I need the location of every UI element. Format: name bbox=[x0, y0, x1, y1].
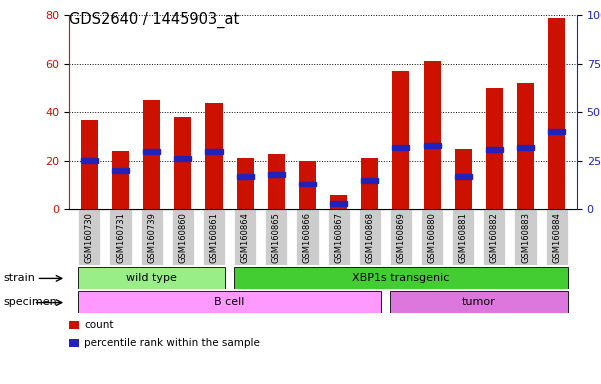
Text: GSM160864: GSM160864 bbox=[240, 212, 249, 263]
Bar bbox=[69, 321, 79, 329]
Bar bbox=[174, 156, 191, 161]
Bar bbox=[483, 209, 505, 265]
Text: GSM160731: GSM160731 bbox=[116, 212, 125, 263]
Bar bbox=[143, 100, 160, 209]
Text: GSM160861: GSM160861 bbox=[210, 212, 219, 263]
Text: GSM160866: GSM160866 bbox=[303, 212, 312, 263]
Bar bbox=[359, 209, 381, 265]
Text: B cell: B cell bbox=[215, 297, 245, 307]
Bar bbox=[267, 172, 285, 177]
Text: GSM160884: GSM160884 bbox=[552, 212, 561, 263]
Text: GSM160880: GSM160880 bbox=[427, 212, 436, 263]
Bar bbox=[237, 158, 254, 209]
Bar bbox=[296, 209, 319, 265]
Bar bbox=[234, 209, 256, 265]
Text: strain: strain bbox=[3, 273, 35, 283]
Text: count: count bbox=[84, 320, 114, 330]
Bar bbox=[361, 178, 379, 183]
Text: GSM160865: GSM160865 bbox=[272, 212, 281, 263]
Bar bbox=[452, 209, 474, 265]
Bar bbox=[486, 88, 503, 209]
Bar bbox=[81, 119, 98, 209]
Text: GSM160867: GSM160867 bbox=[334, 212, 343, 263]
Bar bbox=[234, 266, 568, 289]
Bar bbox=[174, 117, 191, 209]
Bar bbox=[172, 209, 194, 265]
Bar bbox=[390, 291, 568, 313]
Bar bbox=[206, 103, 222, 209]
Bar bbox=[517, 145, 534, 150]
Text: specimen: specimen bbox=[3, 297, 56, 307]
Bar bbox=[78, 291, 381, 313]
Bar bbox=[81, 158, 98, 163]
Bar bbox=[486, 147, 503, 152]
Text: GSM160730: GSM160730 bbox=[85, 212, 94, 263]
Bar bbox=[69, 339, 79, 347]
Text: GSM160739: GSM160739 bbox=[147, 212, 156, 263]
Bar bbox=[424, 61, 441, 209]
Bar bbox=[455, 149, 472, 209]
Text: XBP1s transgenic: XBP1s transgenic bbox=[352, 273, 450, 283]
Bar bbox=[109, 209, 132, 265]
Text: GSM160860: GSM160860 bbox=[178, 212, 188, 263]
Bar bbox=[514, 209, 537, 265]
Text: tumor: tumor bbox=[462, 297, 496, 307]
Bar bbox=[141, 209, 163, 265]
Bar bbox=[330, 201, 347, 206]
Bar bbox=[328, 209, 350, 265]
Bar bbox=[548, 129, 566, 134]
Text: percentile rank within the sample: percentile rank within the sample bbox=[84, 338, 260, 348]
Bar bbox=[424, 143, 441, 148]
Bar bbox=[299, 161, 316, 209]
Bar bbox=[392, 145, 409, 150]
Bar bbox=[517, 83, 534, 209]
Bar bbox=[267, 154, 285, 209]
Text: wild type: wild type bbox=[126, 273, 177, 283]
Text: GSM160882: GSM160882 bbox=[490, 212, 499, 263]
Bar bbox=[112, 168, 129, 173]
Bar bbox=[390, 209, 412, 265]
Bar bbox=[548, 18, 566, 209]
Bar bbox=[237, 174, 254, 179]
Text: GDS2640 / 1445903_at: GDS2640 / 1445903_at bbox=[69, 12, 239, 28]
Bar bbox=[421, 209, 443, 265]
Text: GSM160868: GSM160868 bbox=[365, 212, 374, 263]
Bar bbox=[546, 209, 568, 265]
Text: GSM160883: GSM160883 bbox=[521, 212, 530, 263]
Bar bbox=[206, 149, 222, 154]
Bar bbox=[392, 71, 409, 209]
Bar bbox=[299, 182, 316, 187]
Bar bbox=[78, 266, 225, 289]
Text: GSM160869: GSM160869 bbox=[397, 212, 406, 263]
Bar bbox=[143, 149, 160, 154]
Text: GSM160881: GSM160881 bbox=[459, 212, 468, 263]
Bar bbox=[455, 174, 472, 179]
Bar bbox=[330, 195, 347, 209]
Bar bbox=[203, 209, 225, 265]
Bar bbox=[112, 151, 129, 209]
Bar bbox=[265, 209, 287, 265]
Bar bbox=[361, 158, 379, 209]
Bar bbox=[78, 209, 100, 265]
